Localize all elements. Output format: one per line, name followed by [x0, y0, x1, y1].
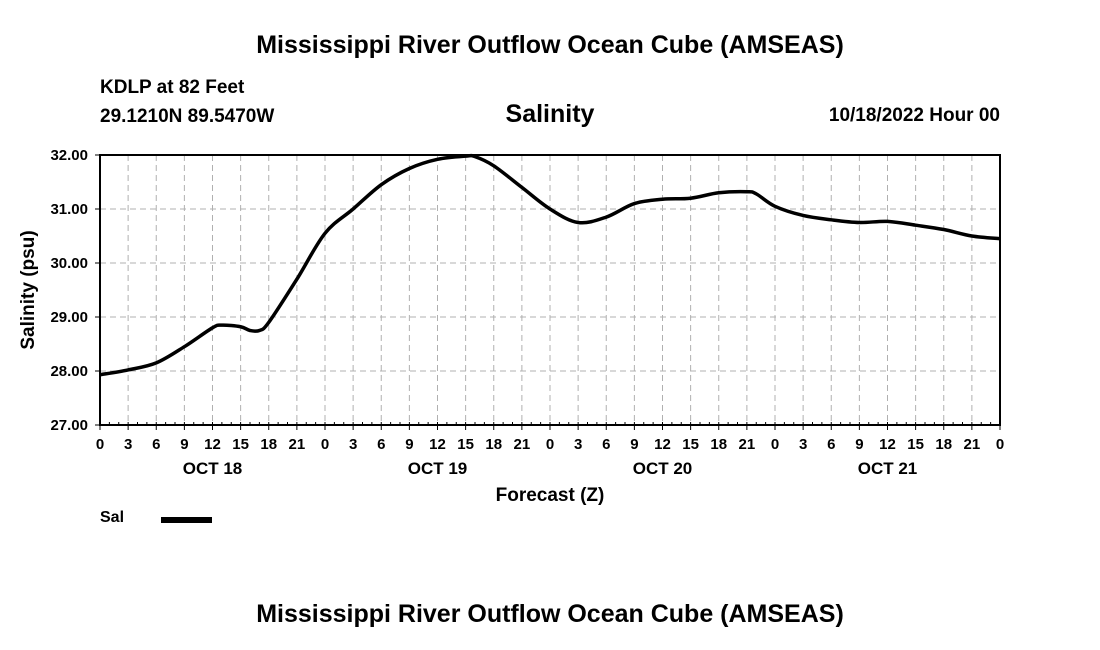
x-tick-label: 3 [574, 436, 582, 453]
x-tick-label: 6 [602, 436, 610, 453]
x-tick-label: 21 [964, 436, 981, 453]
x-tick-label: 0 [321, 436, 329, 453]
x-tick-label: 18 [260, 436, 277, 453]
x-tick-label: 0 [96, 436, 104, 453]
x-tick-label: 0 [546, 436, 554, 453]
legend-label: Sal [100, 509, 125, 526]
x-tick-label: 18 [485, 436, 502, 453]
chart-title-bottom: Mississippi River Outflow Ocean Cube (AM… [256, 600, 844, 628]
y-axis-label: Salinity (psu) [18, 230, 39, 349]
x-tick-label: 9 [180, 436, 188, 453]
legend-line-swatch [161, 517, 212, 523]
x-tick-label: 6 [827, 436, 835, 453]
x-day-label: OCT 20 [633, 459, 693, 478]
chart-grid [100, 154, 1000, 425]
x-tick-label: 12 [429, 436, 446, 453]
x-tick-label: 12 [879, 436, 896, 453]
x-tick-label: 15 [232, 436, 249, 453]
y-tick-label: 31.00 [50, 201, 88, 218]
x-day-label: OCT 21 [858, 459, 918, 478]
y-axis-ticks: 27.00 28.00 29.00 30.00 31.00 32.00 [50, 147, 100, 434]
x-tick-label: 6 [377, 436, 385, 453]
x-tick-label: 15 [682, 436, 699, 453]
forecast-datetime: 10/18/2022 Hour 00 [828, 105, 1000, 126]
x-tick-label: 18 [935, 436, 952, 453]
x-tick-label: 3 [349, 436, 357, 453]
x-tick-label: 9 [630, 436, 638, 453]
x-tick-label: 15 [907, 436, 924, 453]
x-tick-label: 21 [739, 436, 756, 453]
x-tick-label: 3 [124, 436, 132, 453]
y-tick-label: 32.00 [50, 147, 88, 164]
x-tick-label: 12 [204, 436, 221, 453]
x-tick-label: 21 [514, 436, 531, 453]
x-tick-label: 18 [710, 436, 727, 453]
panel-title: Salinity [505, 100, 595, 128]
x-tick-label: 0 [771, 436, 779, 453]
station-coordinates: 29.1210N 89.5470W [100, 106, 275, 127]
x-tick-label: 15 [457, 436, 474, 453]
x-axis-label: Forecast (Z) [496, 485, 605, 506]
x-tick-label: 9 [405, 436, 413, 453]
y-tick-label: 27.00 [50, 417, 88, 434]
x-day-label: OCT 19 [408, 459, 468, 478]
y-tick-label: 30.00 [50, 255, 88, 272]
x-tick-label: 6 [152, 436, 160, 453]
x-axis-day-labels: OCT 18 OCT 19 OCT 20 OCT 21 [183, 459, 918, 478]
station-label: KDLP at 82 Feet [100, 77, 245, 98]
y-tick-label: 29.00 [50, 309, 88, 326]
x-tick-label: 0 [996, 436, 1004, 453]
x-tick-label: 12 [654, 436, 671, 453]
x-day-label: OCT 18 [183, 459, 243, 478]
y-tick-label: 28.00 [50, 363, 88, 380]
chart-title-top: Mississippi River Outflow Ocean Cube (AM… [256, 31, 844, 59]
series-line-sal [99, 153, 1001, 377]
x-tick-label: 9 [855, 436, 863, 453]
x-tick-label: 3 [799, 436, 807, 453]
x-tick-label: 21 [289, 436, 306, 453]
x-axis-ticks: 0 3 6 9 12 15 18 21 0 3 6 9 12 15 18 21 0 3 6 9 12 15 18 21 0 3 6 9… [96, 422, 1004, 453]
chart-series [99, 153, 1001, 377]
